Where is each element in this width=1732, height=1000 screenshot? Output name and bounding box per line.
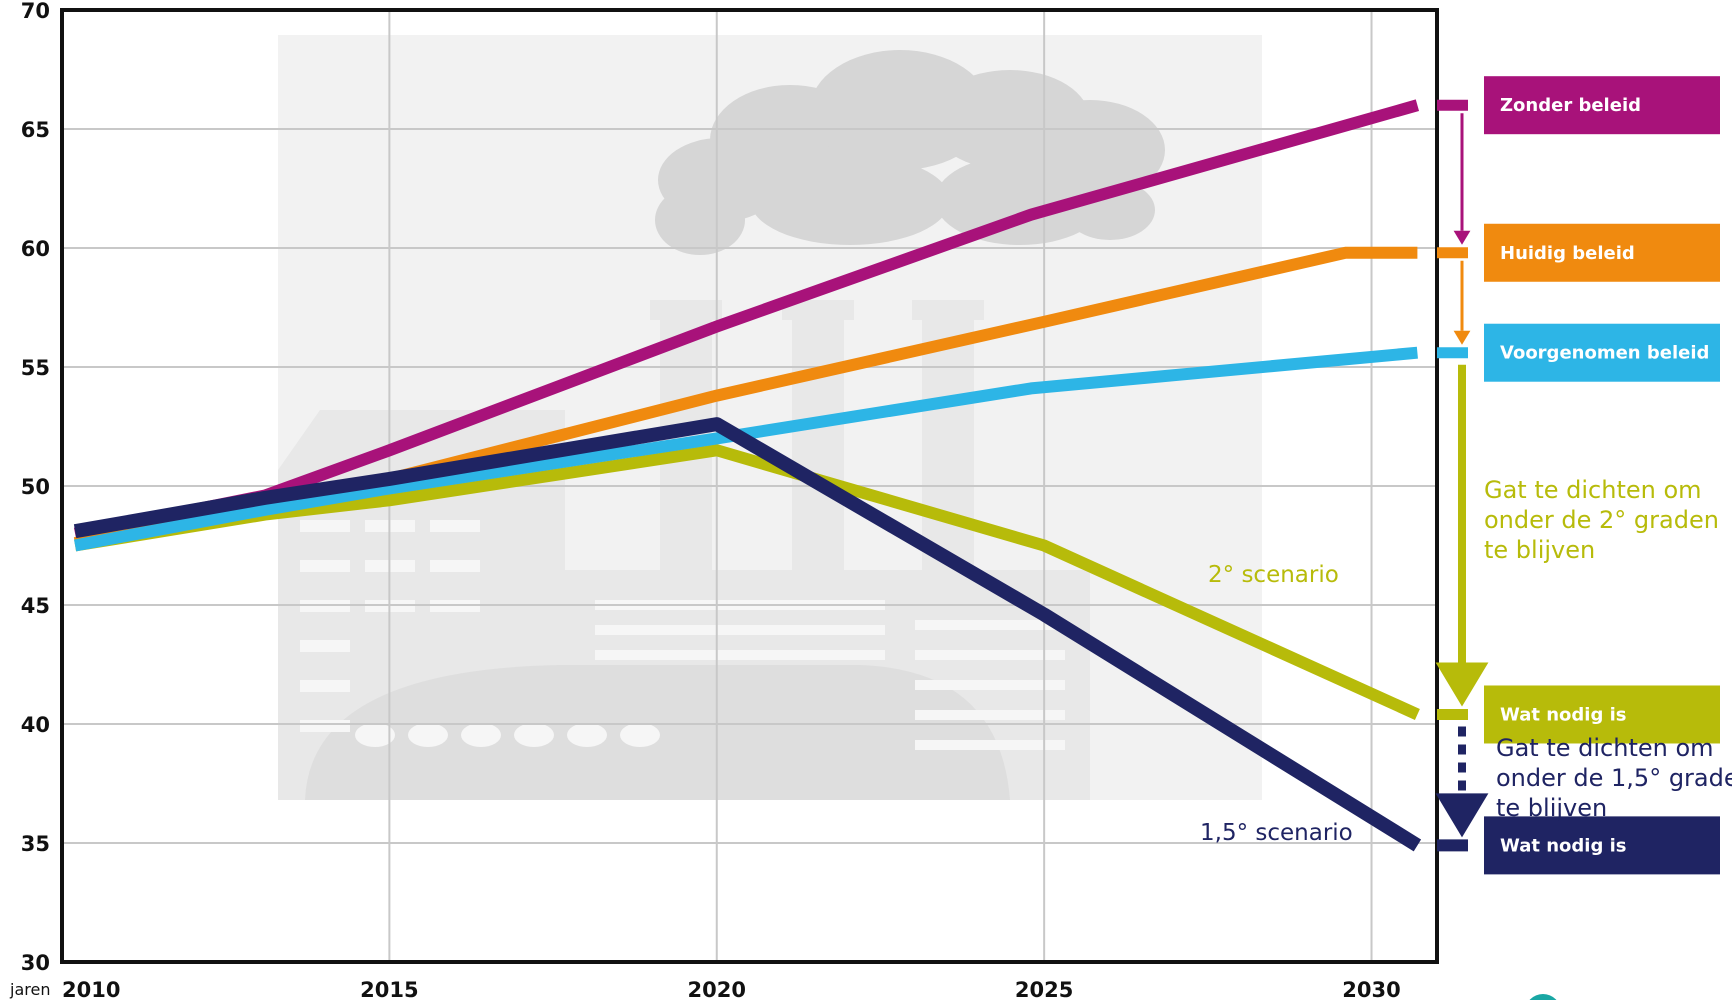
legend-item: Voorgenomen beleid xyxy=(1484,324,1720,382)
legend-item: Zonder beleid xyxy=(1484,76,1720,134)
x-tick-label: 2020 xyxy=(688,978,746,1000)
gap-annotation-2deg: Gat te dichten om onder de 2° graden te bl… xyxy=(1484,476,1719,564)
legend-label: Wat nodig is xyxy=(1500,704,1627,725)
logo-icon xyxy=(1525,994,1561,1000)
y-tick-label: 35 xyxy=(21,832,50,856)
y-tick-label: 30 xyxy=(21,951,50,975)
gap-arrow-huidig xyxy=(1454,261,1471,345)
scenario-label-2deg: 2° scenario xyxy=(1208,562,1339,588)
scenario-label-1-5deg: 1,5° scenario xyxy=(1200,820,1353,846)
factory-illustration xyxy=(278,35,1262,800)
x-tick-label: 2025 xyxy=(1015,978,1073,1000)
legend-label: Zonder beleid xyxy=(1500,95,1641,116)
gap-arrow-2deg xyxy=(1436,365,1489,707)
y-tick-label: 40 xyxy=(21,713,50,737)
x-tick-label: 2030 xyxy=(1342,978,1400,1000)
y-tick-label: 55 xyxy=(21,356,50,380)
legend-item: Wat nodig is xyxy=(1484,816,1720,874)
x-axis-unit-label: jaren xyxy=(9,980,50,999)
x-tick-label: 2010 xyxy=(62,978,120,1000)
legend-label: Huidig beleid xyxy=(1500,243,1635,264)
gap-arrow-zonder xyxy=(1454,113,1471,245)
gap-annotation-1-5deg: Gat te dichten om onder de 1,5° graden te … xyxy=(1496,734,1732,822)
y-tick-label: 60 xyxy=(21,237,50,261)
legend-label: Voorgenomen beleid xyxy=(1500,343,1709,364)
y-tick-label: 45 xyxy=(21,594,50,618)
legend-connectors xyxy=(1436,105,1489,845)
x-axis-ticks: 2010 2015 2020 2025 2030 xyxy=(62,978,1401,1000)
y-tick-label: 70 xyxy=(21,0,50,23)
legend-item: Huidig beleid xyxy=(1484,224,1720,282)
y-tick-label: 50 xyxy=(21,475,50,499)
y-axis-ticks: 30 35 40 45 50 55 60 65 70 xyxy=(21,0,50,975)
gap-arrow-1-5deg xyxy=(1436,726,1489,837)
legend-label: Wat nodig is xyxy=(1500,835,1627,856)
y-tick-label: 65 xyxy=(21,118,50,142)
x-tick-label: 2015 xyxy=(360,978,418,1000)
